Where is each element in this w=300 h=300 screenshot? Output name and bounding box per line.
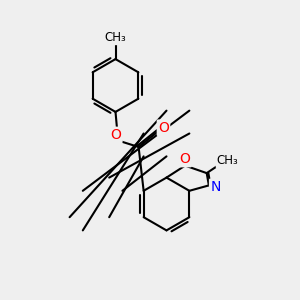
Text: O: O: [180, 152, 190, 166]
Text: CH₃: CH₃: [105, 31, 126, 44]
Text: O: O: [110, 128, 121, 142]
Text: O: O: [158, 121, 169, 135]
Text: N: N: [210, 180, 221, 194]
Text: CH₃: CH₃: [217, 154, 239, 167]
